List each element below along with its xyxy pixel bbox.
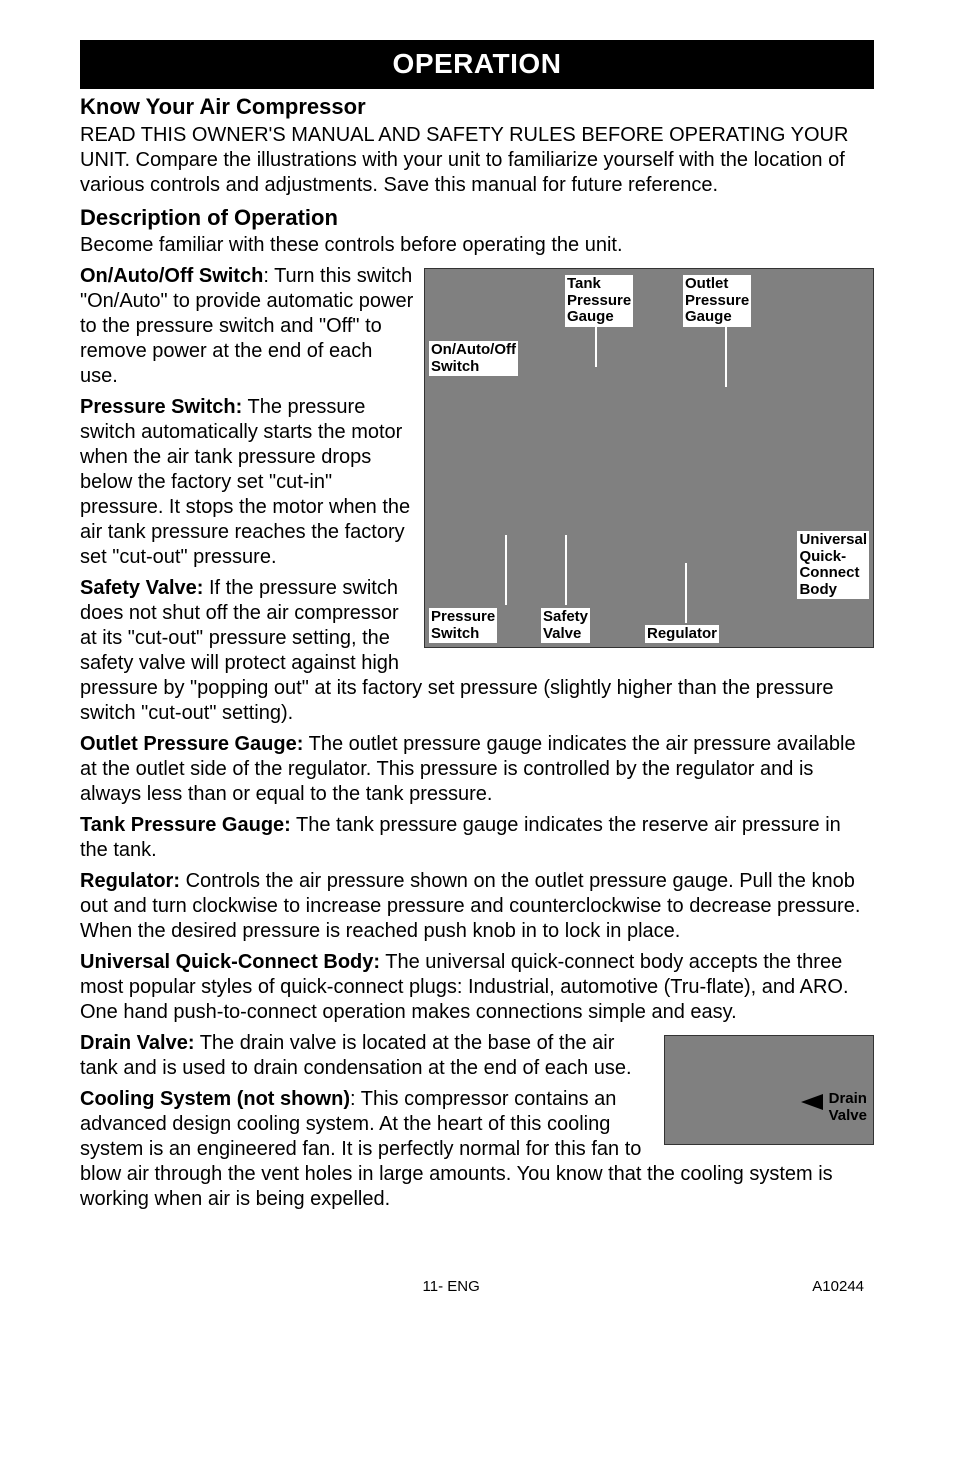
heading-desc: Description of Operation	[80, 204, 874, 232]
term-onauto: On/Auto/Off Switch	[80, 265, 263, 287]
callout-tank: Tank Pressure Gauge	[565, 275, 633, 327]
callout-safety: Safety Valve	[541, 608, 590, 643]
callout-outlet: Outlet Pressure Gauge	[683, 275, 751, 327]
callout-onauto: On/Auto/Off Switch	[429, 341, 518, 376]
drain-diagram: Drain Valve	[664, 1035, 874, 1145]
term-cooling: Cooling System (not shown)	[80, 1088, 350, 1110]
sep-0: :	[263, 265, 274, 287]
page-banner: OPERATION	[80, 40, 874, 89]
callout-pressure: Pressure Switch	[429, 608, 497, 643]
item-universal: Universal Quick-Connect Body: The univer…	[80, 950, 874, 1025]
page-footer: 11- ENG A10244	[80, 1278, 874, 1297]
leader-tank	[595, 327, 597, 367]
item-tank-gauge: Tank Pressure Gauge: The tank pressure g…	[80, 813, 874, 863]
heading-know: Know Your Air Compressor	[80, 93, 874, 121]
term-drain: Drain Valve:	[80, 1032, 195, 1054]
intro-desc: Become familiar with these controls befo…	[80, 233, 874, 258]
term-outlet: Outlet Pressure Gauge:	[80, 733, 303, 755]
term-tank: Tank Pressure Gauge:	[80, 814, 291, 836]
body-1: The pressure switch automatically starts…	[80, 396, 410, 568]
body-know: READ THIS OWNER'S MANUAL AND SAFETY RULE…	[80, 123, 874, 198]
leader-regulator	[685, 563, 687, 623]
term-regulator: Regulator:	[80, 870, 180, 892]
leader-safety	[565, 535, 567, 605]
footer-doc: A10244	[812, 1278, 864, 1297]
callout-regulator: Regulator	[645, 625, 719, 644]
footer-page: 11- ENG	[423, 1278, 480, 1297]
body-5: Controls the air pressure shown on the o…	[80, 870, 860, 942]
leader-outlet	[725, 327, 727, 387]
term-pressure: Pressure Switch:	[80, 396, 242, 418]
item-regulator: Regulator: Controls the air pressure sho…	[80, 869, 874, 944]
arrow-drain	[801, 1094, 823, 1110]
leader-pressure	[505, 535, 507, 605]
item-outlet-gauge: Outlet Pressure Gauge: The outlet pressu…	[80, 732, 874, 807]
term-safety: Safety Valve:	[80, 577, 203, 599]
callout-universal: Universal Quick- Connect Body	[797, 531, 869, 599]
compressor-diagram: Tank Pressure Gauge Outlet Pressure Gaug…	[424, 268, 874, 648]
sep-8: :	[350, 1088, 361, 1110]
callout-drain: Drain Valve	[827, 1090, 869, 1125]
term-universal: Universal Quick-Connect Body:	[80, 951, 380, 973]
